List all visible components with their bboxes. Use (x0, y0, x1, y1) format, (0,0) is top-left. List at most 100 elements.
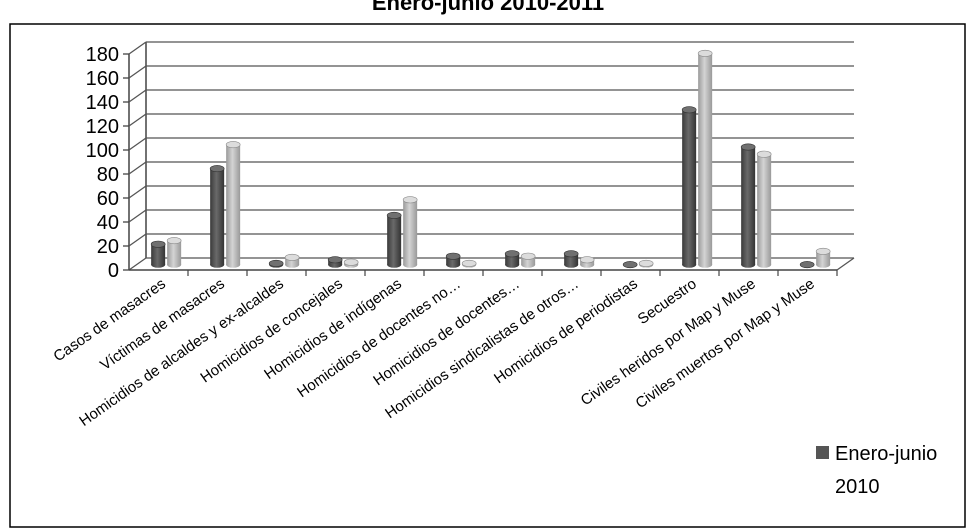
y-tick-label: 180 (86, 44, 119, 66)
bar-2010 (327, 256, 343, 268)
y-tick-label: 40 (97, 212, 119, 234)
bar-2010 (150, 240, 166, 268)
chart-border (9, 23, 966, 528)
bar-base (328, 261, 343, 268)
legend-label-line1: Enero-junio (835, 443, 937, 465)
legend: Enero-junio 2010 (816, 443, 937, 498)
y-tick-label: 140 (86, 92, 119, 114)
gridline-side (128, 41, 147, 55)
bar-body (741, 147, 756, 265)
bar-top (638, 259, 654, 267)
bar-base (698, 261, 713, 268)
y-tick-label: 20 (97, 236, 119, 258)
bar-base (210, 261, 225, 268)
bars (150, 49, 831, 269)
y-tick-label: 60 (97, 188, 119, 210)
bar-2011 (284, 253, 300, 268)
bar-top (520, 252, 536, 260)
bar-base (226, 261, 241, 268)
bar-top (166, 237, 182, 245)
bar-base (580, 261, 595, 268)
bar-body (682, 109, 697, 265)
bar-base (505, 261, 520, 268)
bar-body (151, 244, 166, 265)
bar-top (740, 143, 756, 151)
bar-top (756, 150, 772, 158)
bar-base (741, 261, 756, 268)
bar-body (816, 251, 831, 265)
bar-base (816, 261, 831, 268)
bar-base (564, 261, 579, 268)
bar-body (505, 253, 520, 265)
bar-body (167, 240, 182, 265)
bar-2011 (166, 237, 182, 268)
bar-base (521, 261, 536, 268)
bar-2010 (268, 259, 284, 268)
gridline-side (128, 161, 147, 175)
bar-top (268, 259, 284, 267)
bar-2010 (445, 252, 461, 268)
bar-2010 (209, 165, 225, 268)
bar-top (622, 261, 638, 269)
gridlines (123, 41, 855, 276)
bar-top (386, 211, 402, 219)
bar-body (521, 256, 536, 265)
bar-2011 (520, 252, 536, 268)
bar-base (446, 261, 461, 268)
bar-2010 (386, 211, 402, 268)
bar-top (461, 259, 477, 267)
bar-2010 (504, 250, 520, 268)
bar-top (504, 250, 520, 258)
bar-top (815, 247, 831, 255)
gridline-side (128, 257, 147, 271)
bar-top (579, 256, 595, 264)
bar-top (402, 196, 418, 204)
bar-body (403, 199, 418, 265)
bar-2011 (815, 247, 831, 268)
gridline-side (128, 113, 147, 127)
bar-body (698, 53, 713, 265)
bar-2010 (563, 250, 579, 268)
bar-body (210, 168, 225, 265)
bar-base (285, 261, 300, 268)
y-tick-label: 100 (86, 140, 119, 162)
bar-base (151, 261, 166, 268)
bar-base (403, 261, 418, 268)
bar-top (284, 253, 300, 261)
bar-2010 (622, 261, 638, 269)
bar-body (387, 215, 402, 265)
bar-body (446, 256, 461, 265)
gridline-side (128, 233, 147, 247)
bar-2011 (225, 141, 241, 268)
bar-top (327, 256, 343, 264)
bar-body (285, 257, 300, 265)
gridline-side (128, 137, 147, 151)
chart-title: Enero-junio 2010-2011 (372, 0, 604, 15)
bar-body (757, 154, 772, 265)
bar-2010 (799, 261, 815, 269)
bar-2011 (343, 258, 359, 268)
bar-base (682, 261, 697, 268)
bar-2011 (638, 259, 654, 268)
bar-2011 (697, 49, 713, 268)
gridline-side (128, 65, 147, 79)
gridline-side (128, 209, 147, 223)
bar-2010 (740, 143, 756, 268)
bar-top (343, 258, 359, 266)
bar-2011 (756, 150, 772, 268)
bar-base (387, 261, 402, 268)
bar-top (150, 240, 166, 248)
bar-base (167, 261, 182, 268)
floor-edge-right (836, 257, 855, 271)
bar-body (226, 144, 241, 265)
y-tick-label: 80 (97, 164, 119, 186)
gridline-side (128, 185, 147, 199)
bar-top (697, 49, 713, 57)
bar-top (799, 261, 815, 269)
legend-swatch (816, 446, 829, 459)
bar-2011 (579, 256, 595, 268)
